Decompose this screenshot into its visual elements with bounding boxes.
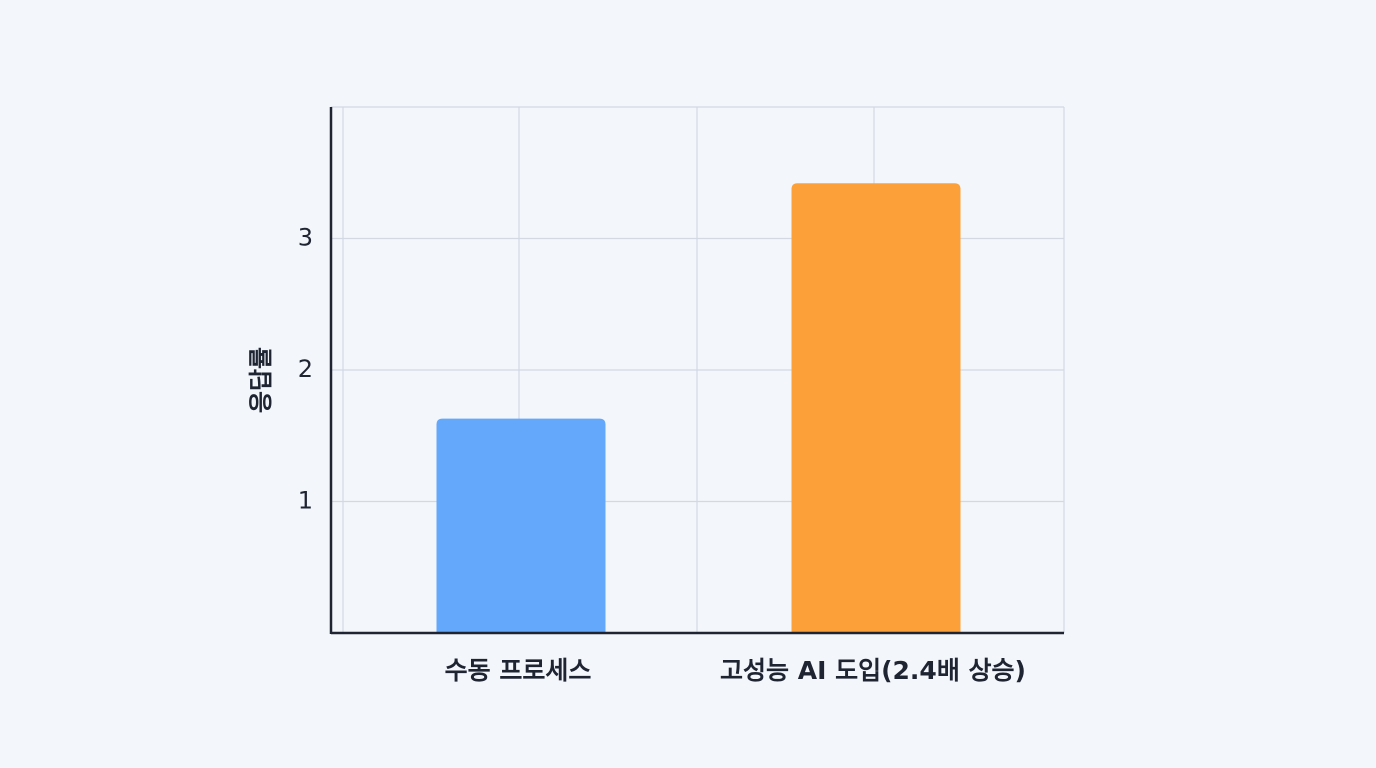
y-tick-label: 3 xyxy=(298,224,313,252)
bar xyxy=(436,418,606,633)
y-tick-label: 2 xyxy=(298,355,313,383)
x-tick-label: 수동 프로세스 xyxy=(445,656,592,685)
bar xyxy=(791,183,961,633)
y-axis-label: 응답률 xyxy=(247,347,275,413)
x-tick-label: 고성능 AI 도입(2.4배 상승) xyxy=(720,656,1026,685)
y-tick-label: 1 xyxy=(298,487,313,515)
